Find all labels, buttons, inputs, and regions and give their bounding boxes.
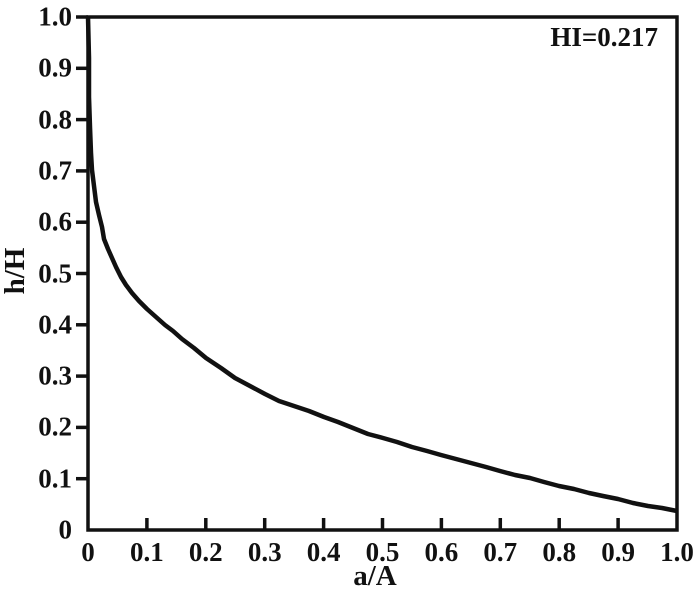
x-tick-label: 0 [81, 537, 95, 567]
x-tick-label: 0.6 [424, 537, 459, 567]
x-axis-title: a/A [353, 560, 397, 592]
y-axis-title: h/H [0, 247, 31, 295]
x-tick-label: 0.7 [483, 537, 518, 567]
y-tick-label: 0.7 [38, 155, 72, 186]
y-tick-label: 0.8 [38, 104, 72, 135]
x-tick-label: 0.9 [601, 537, 635, 567]
y-tick-label: 1.0 [38, 1, 72, 32]
x-tick-label: 1.0 [660, 537, 694, 567]
x-tick-label: 0.5 [365, 537, 400, 567]
y-tick-label: 0.3 [38, 360, 72, 391]
y-tick-label: 0.6 [38, 206, 72, 237]
y-tick-label: 0.4 [38, 309, 72, 340]
x-tick-label: 0.3 [247, 537, 282, 567]
y-tick-label: 0.2 [38, 411, 72, 442]
hypsometric-integral-annotation: HI=0.217 [550, 22, 658, 52]
curve-line [85, 16, 678, 514]
y-tick-label: 0.9 [38, 52, 72, 83]
x-tick-label: 0.1 [130, 537, 164, 567]
y-tick-label: 0.1 [38, 463, 72, 494]
x-tick-label: 0.4 [306, 537, 341, 567]
y-tick-label: 0.5 [38, 258, 72, 288]
x-tick-label: 0.8 [542, 537, 577, 567]
plot-frame [86, 15, 679, 532]
x-tick-label: 0.2 [188, 537, 223, 567]
y-tick-label: 0 [58, 514, 73, 545]
